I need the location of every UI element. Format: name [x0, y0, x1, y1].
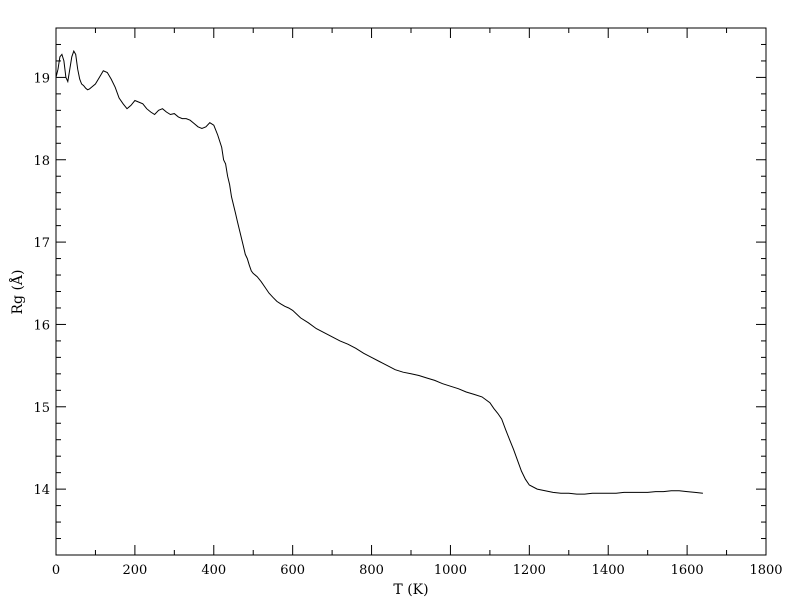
y-tick-label: 19 [33, 71, 50, 86]
y-axis-title: Rg (Å) [8, 270, 26, 315]
x-tick-label: 800 [359, 563, 384, 578]
x-tick-label: 600 [280, 563, 305, 578]
x-tick-label: 1600 [671, 563, 704, 578]
y-tick-label: 15 [33, 401, 50, 416]
y-tick-label: 18 [33, 154, 50, 169]
plot-frame [55, 27, 767, 556]
x-tick-label: 1800 [749, 563, 782, 578]
y-tick-label: 14 [33, 483, 50, 498]
x-tick-label: 0 [52, 563, 60, 578]
x-axis-ticks: 0 200 400 600 800 1000 1200 1400 1600 1800 [52, 28, 783, 578]
x-tick-label: 1000 [434, 563, 467, 578]
y-axis-ticks: 14 15 16 17 18 19 [33, 27, 766, 556]
y-tick-label: 17 [33, 236, 50, 251]
x-tick-label: 1200 [513, 563, 546, 578]
rg-series-line [55, 49, 703, 495]
x-tick-label: 400 [201, 563, 226, 578]
x-tick-label: 1400 [592, 563, 625, 578]
x-axis-title: T (K) [393, 582, 428, 598]
y-tick-label: 16 [33, 318, 50, 333]
x-tick-label: 200 [122, 563, 147, 578]
